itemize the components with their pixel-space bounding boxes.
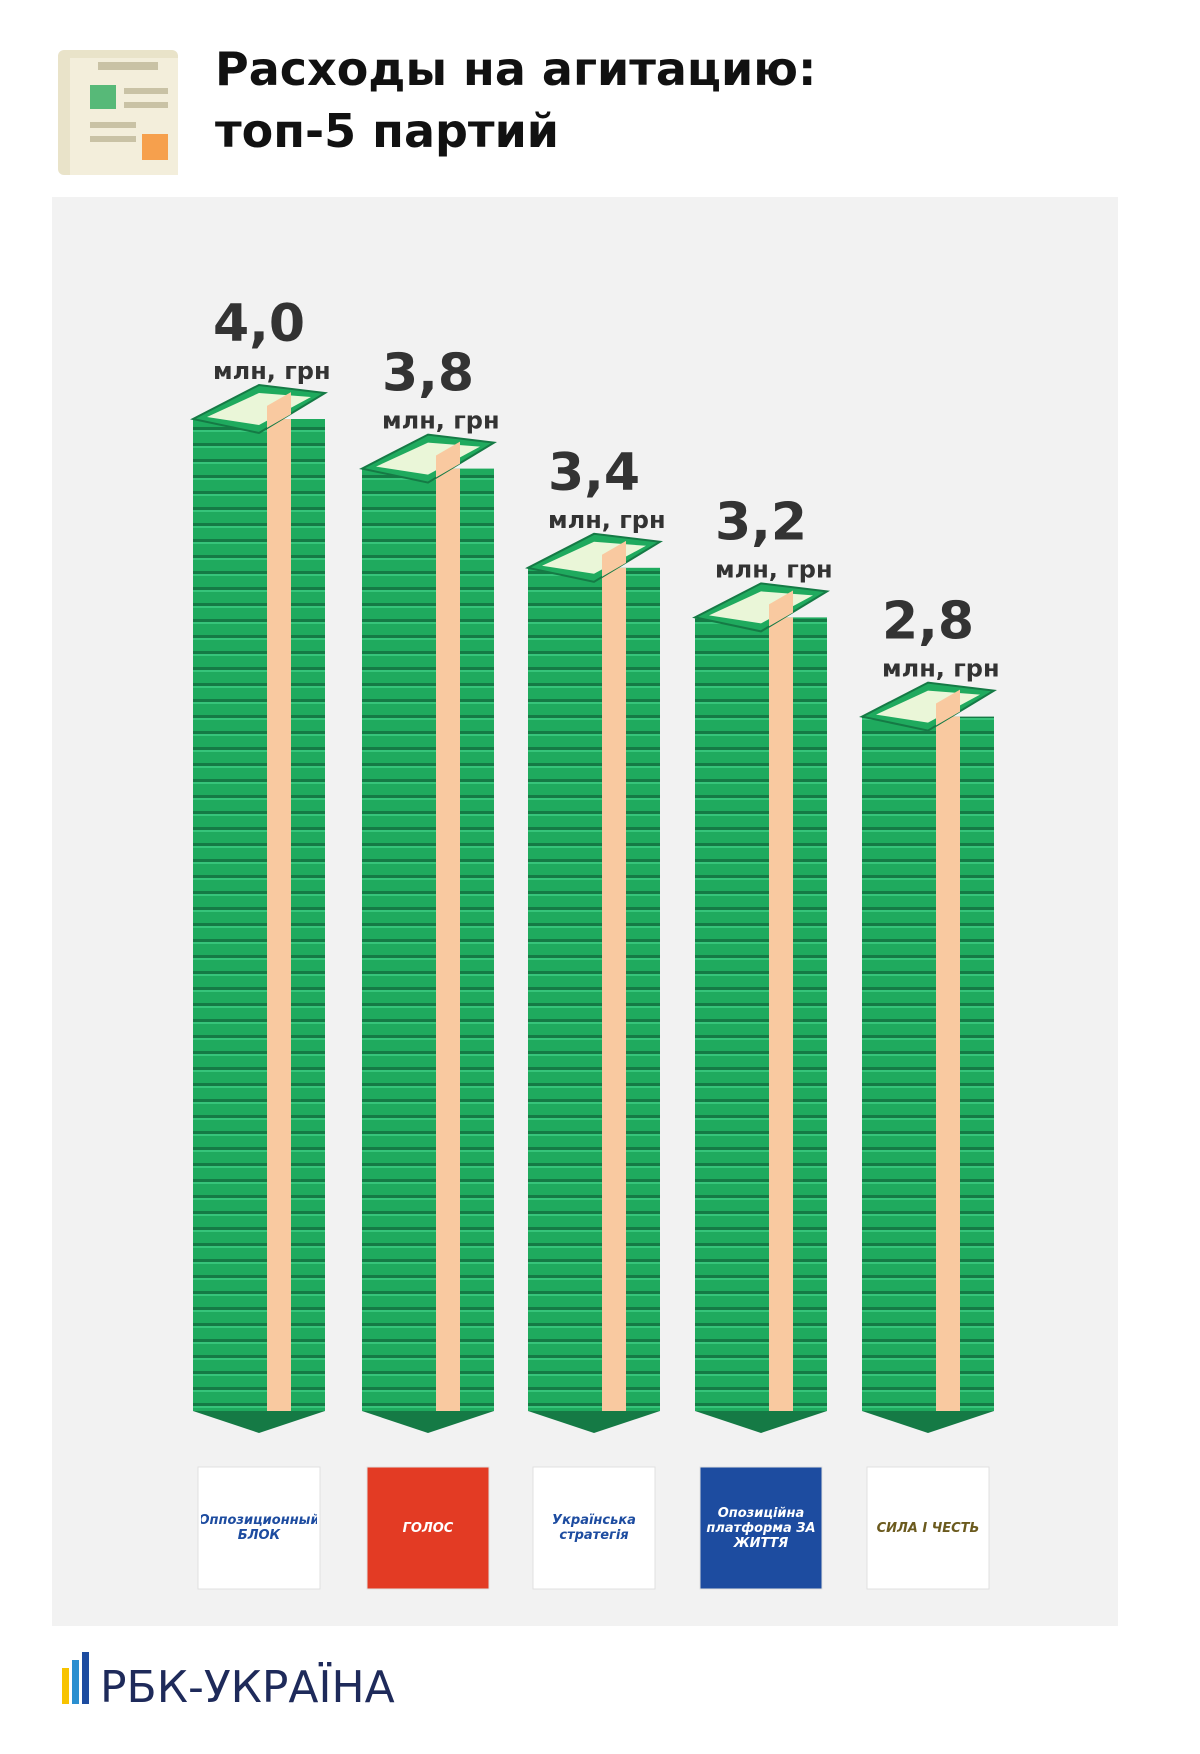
category-label: СИЛА І ЧЕСТЬ xyxy=(876,1520,980,1536)
strap-top xyxy=(436,441,460,478)
bar xyxy=(528,567,660,1411)
logo-box: СИЛА І ЧЕСТЬ xyxy=(876,1520,980,1536)
strap xyxy=(936,716,960,1411)
value-label: 3,8 xyxy=(382,344,474,404)
value-label: 4,0 xyxy=(213,294,305,354)
category-label: ГОЛОС xyxy=(402,1520,454,1536)
unit-label: млн, грн xyxy=(882,655,1000,683)
strap xyxy=(267,419,291,1411)
bar xyxy=(193,419,325,1411)
plot: 4,0 млн, грн Оппозиционный БЛОК 3,8 млн, грн… xyxy=(190,294,1000,1590)
value-label: 3,4 xyxy=(548,443,640,503)
bar xyxy=(362,468,494,1412)
brand: РБК-УКРАЇНА xyxy=(100,1661,395,1713)
category-label: Опозиційна платформа ЗА ЖИТТЯ xyxy=(706,1505,816,1551)
logo-box: ГОЛОС xyxy=(402,1520,454,1536)
stack-bottom xyxy=(193,1411,325,1433)
unit-label: млн, грн xyxy=(213,357,331,385)
value-label: 2,8 xyxy=(882,592,974,652)
strap xyxy=(436,468,460,1412)
stack-bottom xyxy=(862,1411,994,1433)
value-label: 3,2 xyxy=(715,492,807,552)
stack-bottom xyxy=(362,1411,494,1433)
stack-bottom xyxy=(695,1411,827,1433)
bar xyxy=(862,716,994,1411)
logo-box: Українська стратегія xyxy=(552,1513,636,1543)
stack-bottom xyxy=(528,1411,660,1433)
logo xyxy=(366,1466,490,1590)
logo-box: Оппозиционный БЛОК xyxy=(201,1513,317,1543)
logo-box: Опозиційна платформа ЗА ЖИТТЯ xyxy=(706,1505,816,1551)
unit-label: млн, грн xyxy=(548,506,666,534)
brand-logo xyxy=(62,1652,89,1704)
logo xyxy=(699,1466,823,1590)
unit-label: млн, грн xyxy=(382,407,500,435)
strap-top xyxy=(769,590,793,627)
logo xyxy=(866,1466,990,1590)
icon xyxy=(58,50,178,175)
strap-top xyxy=(267,392,291,428)
strap-top xyxy=(602,540,626,577)
category-label: Оппозиционный БЛОК xyxy=(201,1513,317,1543)
unit-label: млн, грн xyxy=(715,555,833,583)
title-box: Расходы на агитацию: топ-5 партий xyxy=(215,42,817,158)
strap xyxy=(602,567,626,1411)
chart-title: Расходы на агитацию: топ-5 партий xyxy=(215,42,817,158)
logo xyxy=(197,1466,321,1590)
logo xyxy=(532,1466,656,1590)
category-label: Українська стратегія xyxy=(552,1513,636,1543)
bar xyxy=(695,617,827,1411)
strap-top xyxy=(936,689,960,726)
strap xyxy=(769,617,793,1411)
